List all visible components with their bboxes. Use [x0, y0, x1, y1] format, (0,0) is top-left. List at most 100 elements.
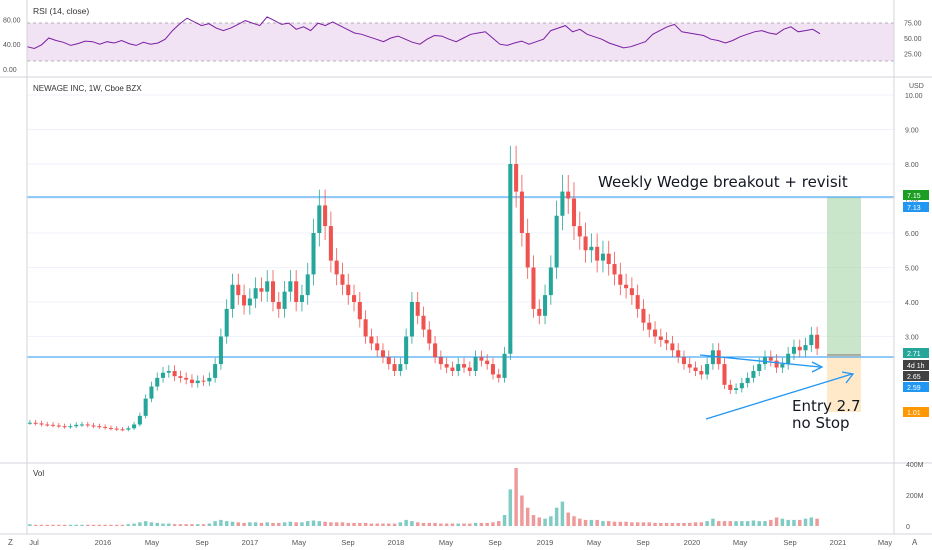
volume-bar — [722, 521, 727, 526]
candle-body — [39, 423, 44, 425]
candle-body — [352, 295, 357, 302]
volume-bar — [688, 522, 692, 526]
volume-bar — [369, 523, 374, 526]
volume-bar — [751, 520, 756, 526]
volume-bar — [647, 522, 651, 526]
volume-bar — [28, 524, 32, 526]
candle-body — [299, 295, 304, 302]
volume-bar — [300, 522, 304, 526]
time-tick-label: 2016 — [95, 538, 112, 547]
price-tick-label: 6.00 — [905, 231, 919, 238]
volume-bar — [114, 524, 119, 526]
volume-bar — [224, 521, 229, 526]
volume-bar — [207, 523, 212, 526]
candle-body — [653, 329, 658, 337]
candle-body — [543, 295, 548, 316]
candle-body — [79, 424, 85, 426]
volume-bar — [716, 521, 721, 526]
volume-bar — [554, 507, 559, 526]
candle-body — [68, 426, 73, 428]
candle-body — [803, 345, 808, 351]
candle-body — [786, 353, 791, 365]
candle-body — [635, 295, 640, 309]
volume-bar — [74, 524, 78, 526]
volume-bar — [242, 522, 246, 526]
volume-bar — [259, 522, 264, 526]
candle-body — [85, 424, 90, 426]
volume-bar — [91, 524, 96, 526]
volume-bar — [682, 522, 686, 526]
volume-bar — [415, 522, 420, 526]
volume-bar — [728, 521, 733, 526]
candle-body — [525, 233, 530, 268]
candle-body — [276, 302, 281, 309]
candle-body — [213, 364, 218, 378]
candle-body — [681, 357, 687, 365]
candle-body — [444, 364, 449, 368]
volume-bar — [572, 516, 576, 526]
volume-bar — [178, 524, 183, 526]
volume-bar — [329, 522, 333, 526]
price-label-box — [903, 348, 929, 358]
volume-bar — [531, 515, 536, 526]
volume-bar — [219, 519, 223, 526]
candle-body — [45, 424, 50, 426]
volume-bar — [589, 519, 594, 526]
volume-bar — [45, 524, 49, 526]
zoom-icon[interactable]: Z — [8, 538, 13, 547]
candle-body — [166, 371, 171, 373]
candle-body — [421, 315, 426, 330]
volume-bar — [745, 521, 750, 526]
rsi-title: RSI (14, close) — [33, 6, 89, 16]
volume-bar — [68, 524, 73, 526]
candle-body — [641, 308, 646, 323]
volume-bar — [664, 522, 669, 526]
volume-bar — [213, 521, 217, 526]
rsi-left-tick-label: 80.00 — [3, 17, 21, 24]
rsi-left-tick-label: 0.00 — [3, 67, 17, 74]
volume-bar — [39, 524, 44, 526]
volume-bar — [253, 522, 258, 526]
candle-body — [490, 364, 495, 375]
candle-body — [253, 288, 258, 299]
volume-bar — [103, 524, 107, 526]
volume-bar — [352, 522, 356, 526]
candle-body — [56, 425, 61, 427]
volume-bar — [786, 519, 790, 526]
volume-bar — [265, 522, 269, 526]
volume-bar — [798, 519, 802, 526]
price-labels: 7.15 7.13 2.71 4d 1h 2.65 2.59 1.01 — [903, 190, 929, 417]
volume-bar — [659, 522, 663, 526]
candle-body — [259, 288, 264, 292]
time-tick-label: May — [733, 538, 747, 547]
candle-body — [629, 288, 634, 296]
price-title: NEWAGE INC, 1W, Cboe BZX — [33, 84, 142, 93]
volume-bar — [57, 524, 61, 526]
currency-label: USD — [909, 83, 924, 90]
candle-body — [728, 384, 733, 390]
volume-bar — [601, 521, 605, 526]
volume-bar — [734, 521, 738, 526]
volume-bar — [410, 521, 414, 526]
candle-body — [184, 377, 189, 380]
volume-bar — [433, 522, 437, 526]
volume-bar — [676, 522, 680, 526]
candle-body — [74, 424, 79, 427]
candle-body — [768, 357, 773, 361]
candle-body — [710, 350, 715, 365]
candle-body — [537, 308, 542, 316]
candle-body — [797, 346, 802, 351]
rsi-axis: 75.00 50.00 25.00 — [904, 21, 922, 59]
price-label-text: 4d 1h — [907, 363, 925, 370]
candle-body — [461, 364, 467, 368]
volume-bar — [196, 524, 200, 526]
candle-body — [606, 253, 611, 265]
candle-body — [230, 284, 235, 309]
candle-body — [566, 191, 571, 199]
candle-body — [473, 357, 478, 371]
volume-bar — [491, 522, 495, 526]
candle-body — [450, 367, 455, 371]
volume-bar — [392, 523, 397, 526]
auto-scale-button[interactable]: A — [912, 538, 918, 547]
